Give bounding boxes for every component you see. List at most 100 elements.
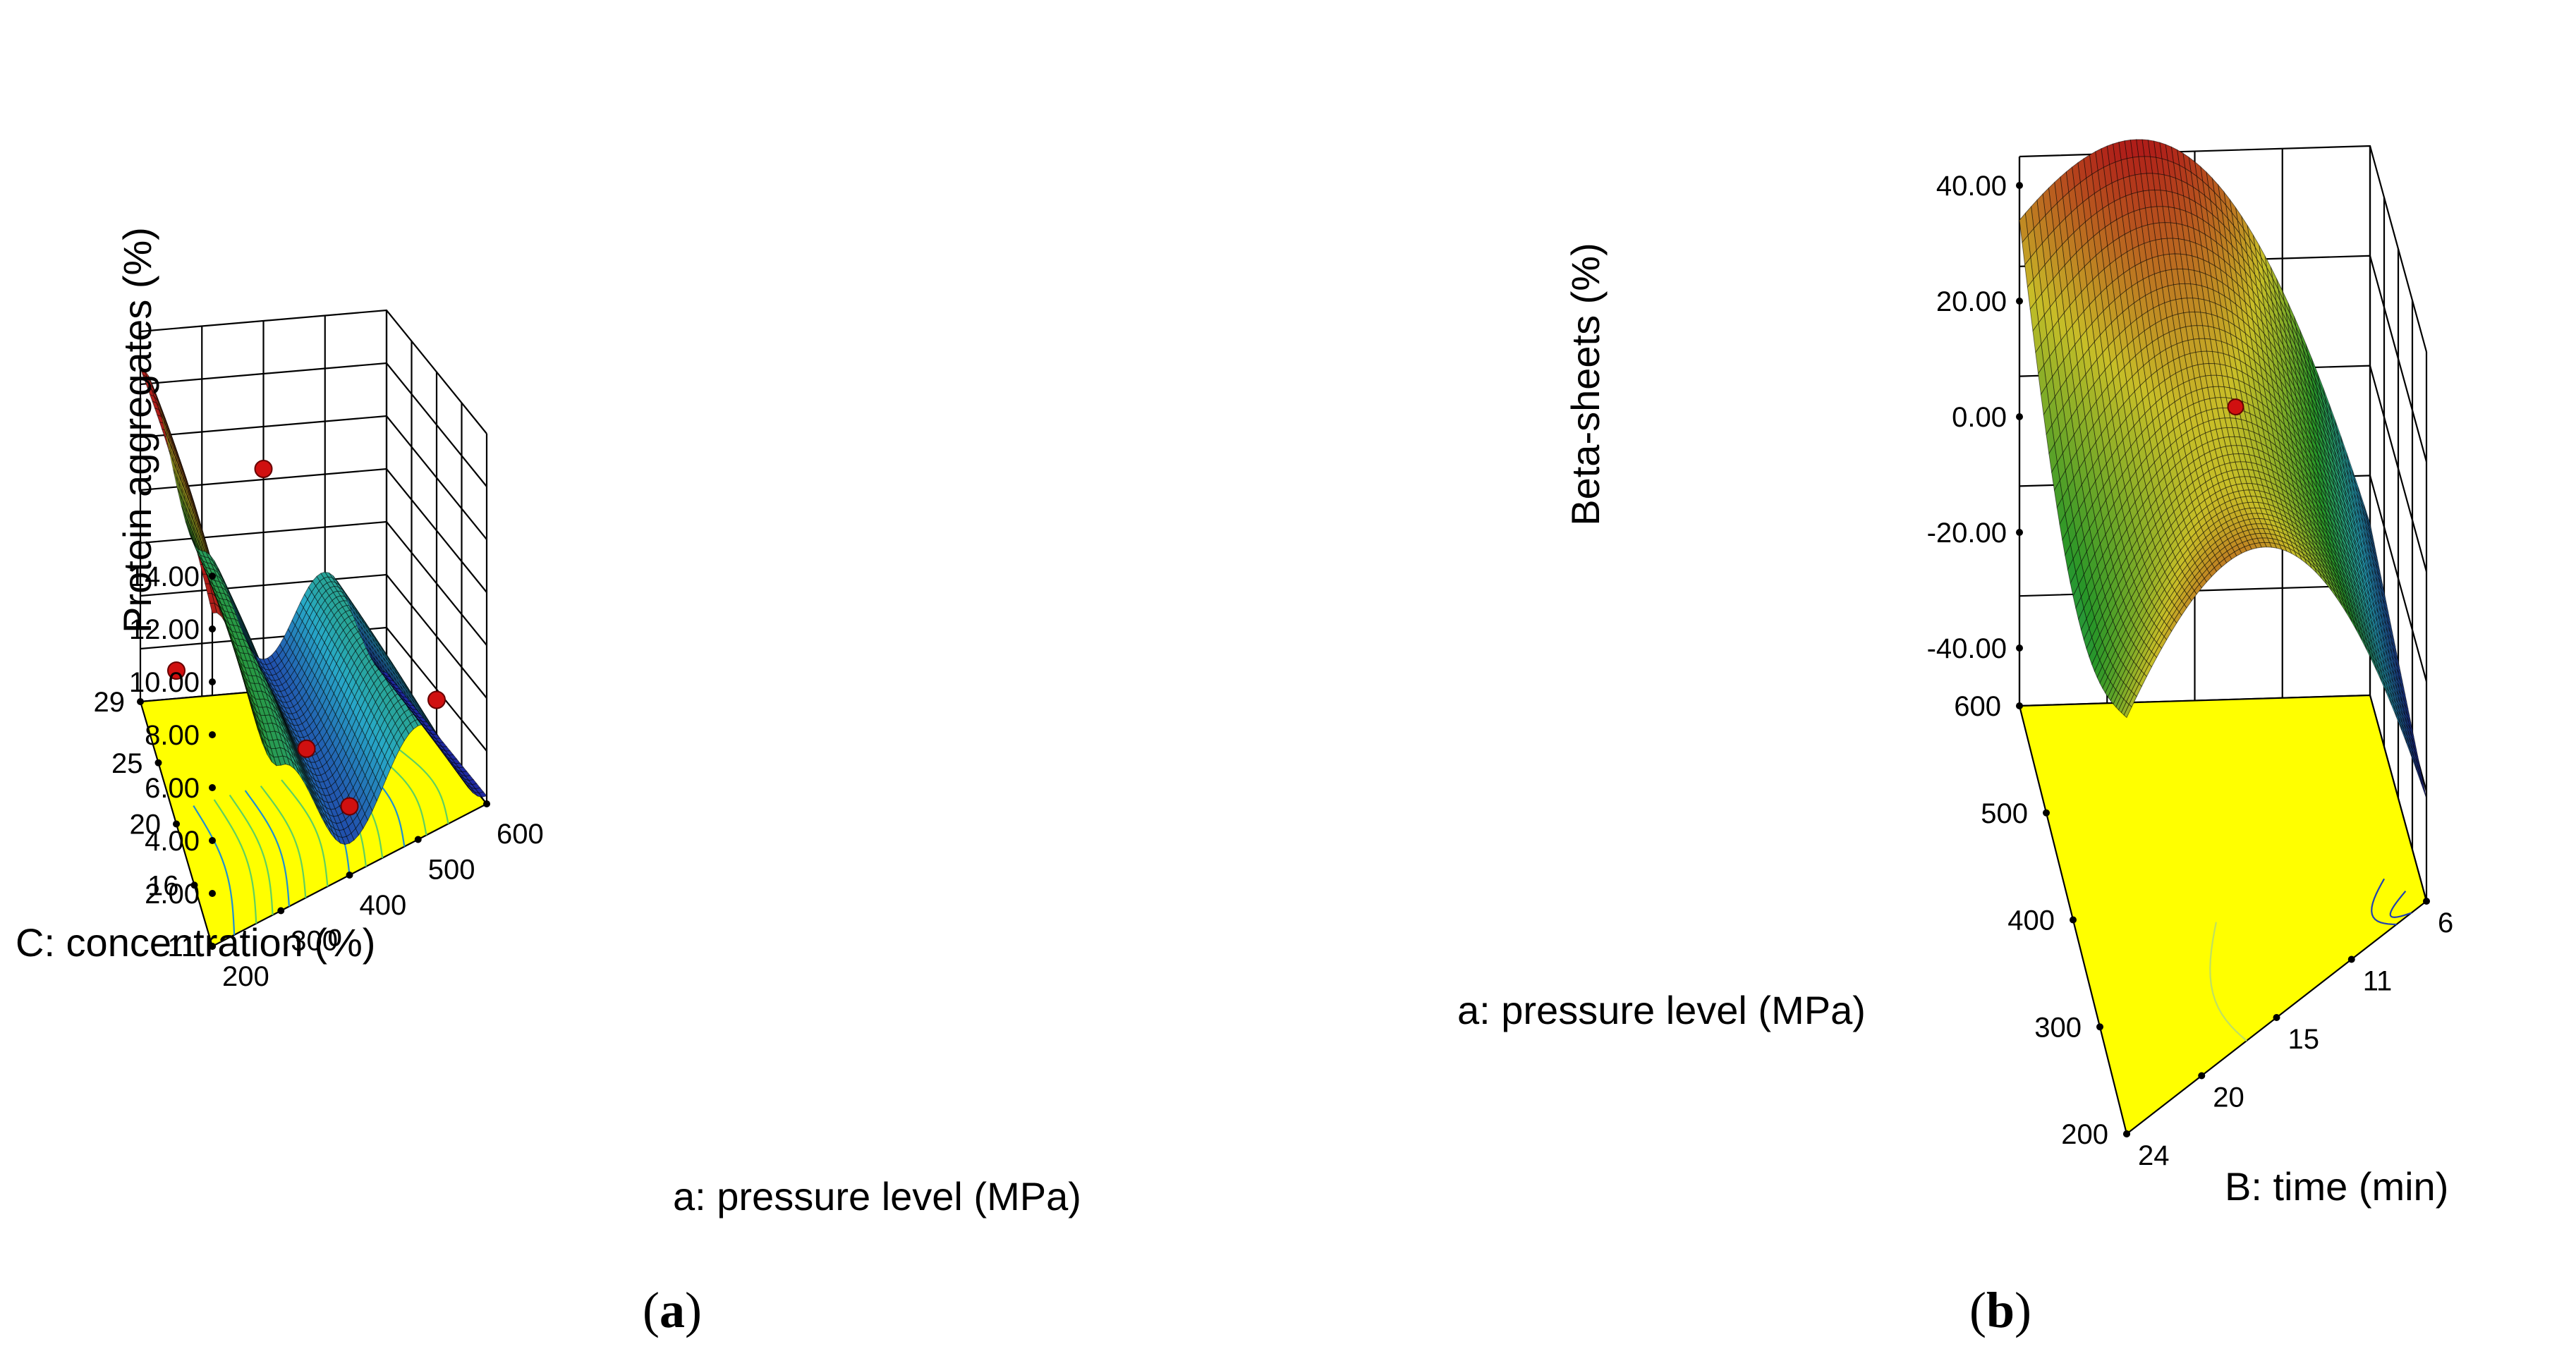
z-tick-dot [2016, 298, 2023, 305]
z-axis-label: Protein aggregates (%) [115, 227, 159, 633]
z-tick-dot [209, 837, 216, 844]
y-tick-label: 300 [2034, 1012, 2082, 1043]
z-tick-label: 12.00 [129, 614, 200, 645]
x-tick-dot [2347, 955, 2355, 963]
floor-contour-plane [2018, 694, 2428, 1135]
x-tick-dot [2273, 1014, 2280, 1021]
y-tick-label: 16 [147, 870, 179, 901]
y-axis-label: C: concentration (%) [16, 920, 375, 965]
y-tick-label: 29 [94, 687, 126, 718]
x-tick-dot [414, 836, 422, 843]
response-surface [2019, 139, 2427, 799]
surface-plot-b-svg: 24 20 15 11 6 200 300 400 500 600 -40.00 -20.00 0.00… [1457, 139, 2454, 1338]
wall-gridline [140, 626, 487, 752]
design-point [297, 739, 316, 758]
caption-b: (b) [1969, 1282, 2031, 1338]
y-tick-label: 600 [1954, 691, 2001, 722]
x-tick-label: 20 [2213, 1082, 2244, 1113]
y-tick-dot [2123, 1130, 2130, 1137]
design-points [2227, 398, 2244, 416]
z-tick-label: 8.00 [145, 720, 200, 751]
caption-a: (a) [643, 1282, 702, 1338]
z-tick-dot [209, 731, 216, 738]
y-tick-dot [137, 698, 144, 705]
wall-gridline [140, 468, 487, 593]
y-tick-dot [190, 881, 198, 889]
y-tick-label: 11 [167, 932, 197, 963]
z-axis-label: Beta-sheets (%) [1563, 243, 1608, 526]
x-tick-label: 11 [2363, 966, 2393, 997]
x-tick-label: 400 [360, 890, 407, 921]
y-tick-dot [2016, 702, 2023, 709]
response-surface [140, 367, 487, 845]
floor-contour [260, 785, 307, 898]
y-axis-label: a: pressure level (MPa) [1457, 988, 1866, 1032]
z-tick-label: -40.00 [1927, 633, 2007, 664]
z-tick-dot [2016, 529, 2023, 536]
x-tick-dot [2423, 898, 2430, 905]
x-tick-dot [483, 800, 490, 807]
z-tick-label: 10.00 [129, 667, 200, 698]
floor-contour [281, 779, 329, 887]
z-tick-dot [209, 573, 216, 580]
design-point [254, 460, 273, 478]
x-tick-label: 200 [222, 961, 269, 992]
y-tick-label: 400 [2007, 905, 2055, 936]
design-points [167, 460, 446, 816]
x-tick-label: 500 [428, 855, 475, 886]
z-tick-dot [209, 625, 216, 633]
wall-gridline [140, 309, 487, 434]
y-tick-label: 200 [2061, 1119, 2108, 1150]
z-tick-dot [2016, 413, 2023, 420]
y-tick-label: 20 [130, 810, 162, 841]
x-tick-dot [346, 872, 353, 879]
design-point [167, 661, 186, 680]
axis-ticks: 24 20 15 11 6 200 300 400 500 600 -40.00 -20.00 0.00… [1927, 171, 2454, 1171]
x-axis-label: a: pressure level (MPa) [673, 1174, 1081, 1218]
surface-cell [2123, 704, 2132, 719]
z-tick-dot [209, 678, 216, 685]
floor-contour [193, 805, 236, 935]
floor-contour [394, 745, 449, 824]
wall-gridline [140, 520, 487, 646]
z-tick-dot [209, 890, 216, 897]
x-tick-dot [277, 907, 285, 915]
design-point [427, 690, 446, 709]
floor-contour [244, 790, 291, 907]
y-tick-label: 25 [111, 748, 143, 779]
floor-contour [2389, 891, 2412, 918]
z-tick-label: 2.00 [145, 879, 200, 910]
wall-gridline [140, 415, 487, 540]
x-tick-label: 15 [2288, 1024, 2320, 1055]
y-tick-dot [2070, 916, 2077, 924]
z-tick-label: -20.00 [1927, 518, 2007, 549]
y-tick-dot [2043, 809, 2050, 817]
surface-plot-b: 24 20 15 11 6 200 300 400 500 600 -40.00 -20.00 0.00… [1288, 0, 2576, 1356]
y-tick-dot [2096, 1023, 2103, 1031]
surface-cell [382, 671, 391, 678]
floor-plane [2018, 694, 2428, 1135]
y-tick-dot [154, 759, 162, 766]
z-tick-dot [2016, 182, 2023, 189]
y-tick-dot [173, 820, 180, 828]
y-tick-dot [209, 943, 216, 950]
z-tick-label: 40.00 [1936, 171, 2007, 202]
x-tick-label: 24 [2138, 1140, 2170, 1171]
wall-gridline [140, 362, 487, 487]
floor-contour [2209, 922, 2247, 1042]
x-tick-label: 600 [497, 819, 544, 850]
z-tick-dot [209, 784, 216, 791]
floor-contour [2371, 878, 2397, 926]
x-tick-label: 6 [2438, 908, 2453, 939]
surface-plot-a: 200 300 400 500 600 11 16 20 25 29 2.00 4.00 6.00 8.0… [16, 227, 1081, 1338]
z-tick-label: 14.00 [129, 561, 200, 592]
z-tick-label: 6.00 [145, 773, 200, 804]
design-point [2227, 398, 2244, 416]
z-tick-label: 4.00 [145, 826, 200, 857]
y-tick-label: 500 [1981, 798, 2028, 829]
z-tick-dot [2016, 645, 2023, 652]
floor-contour [229, 794, 274, 915]
surface-plot-a-svg: 200 300 400 500 600 11 16 20 25 29 2.00 4.00 6.00 8.0… [16, 227, 1081, 1338]
x-axis-label: B: time (min) [2225, 1164, 2448, 1209]
x-tick-label: 300 [291, 926, 338, 957]
